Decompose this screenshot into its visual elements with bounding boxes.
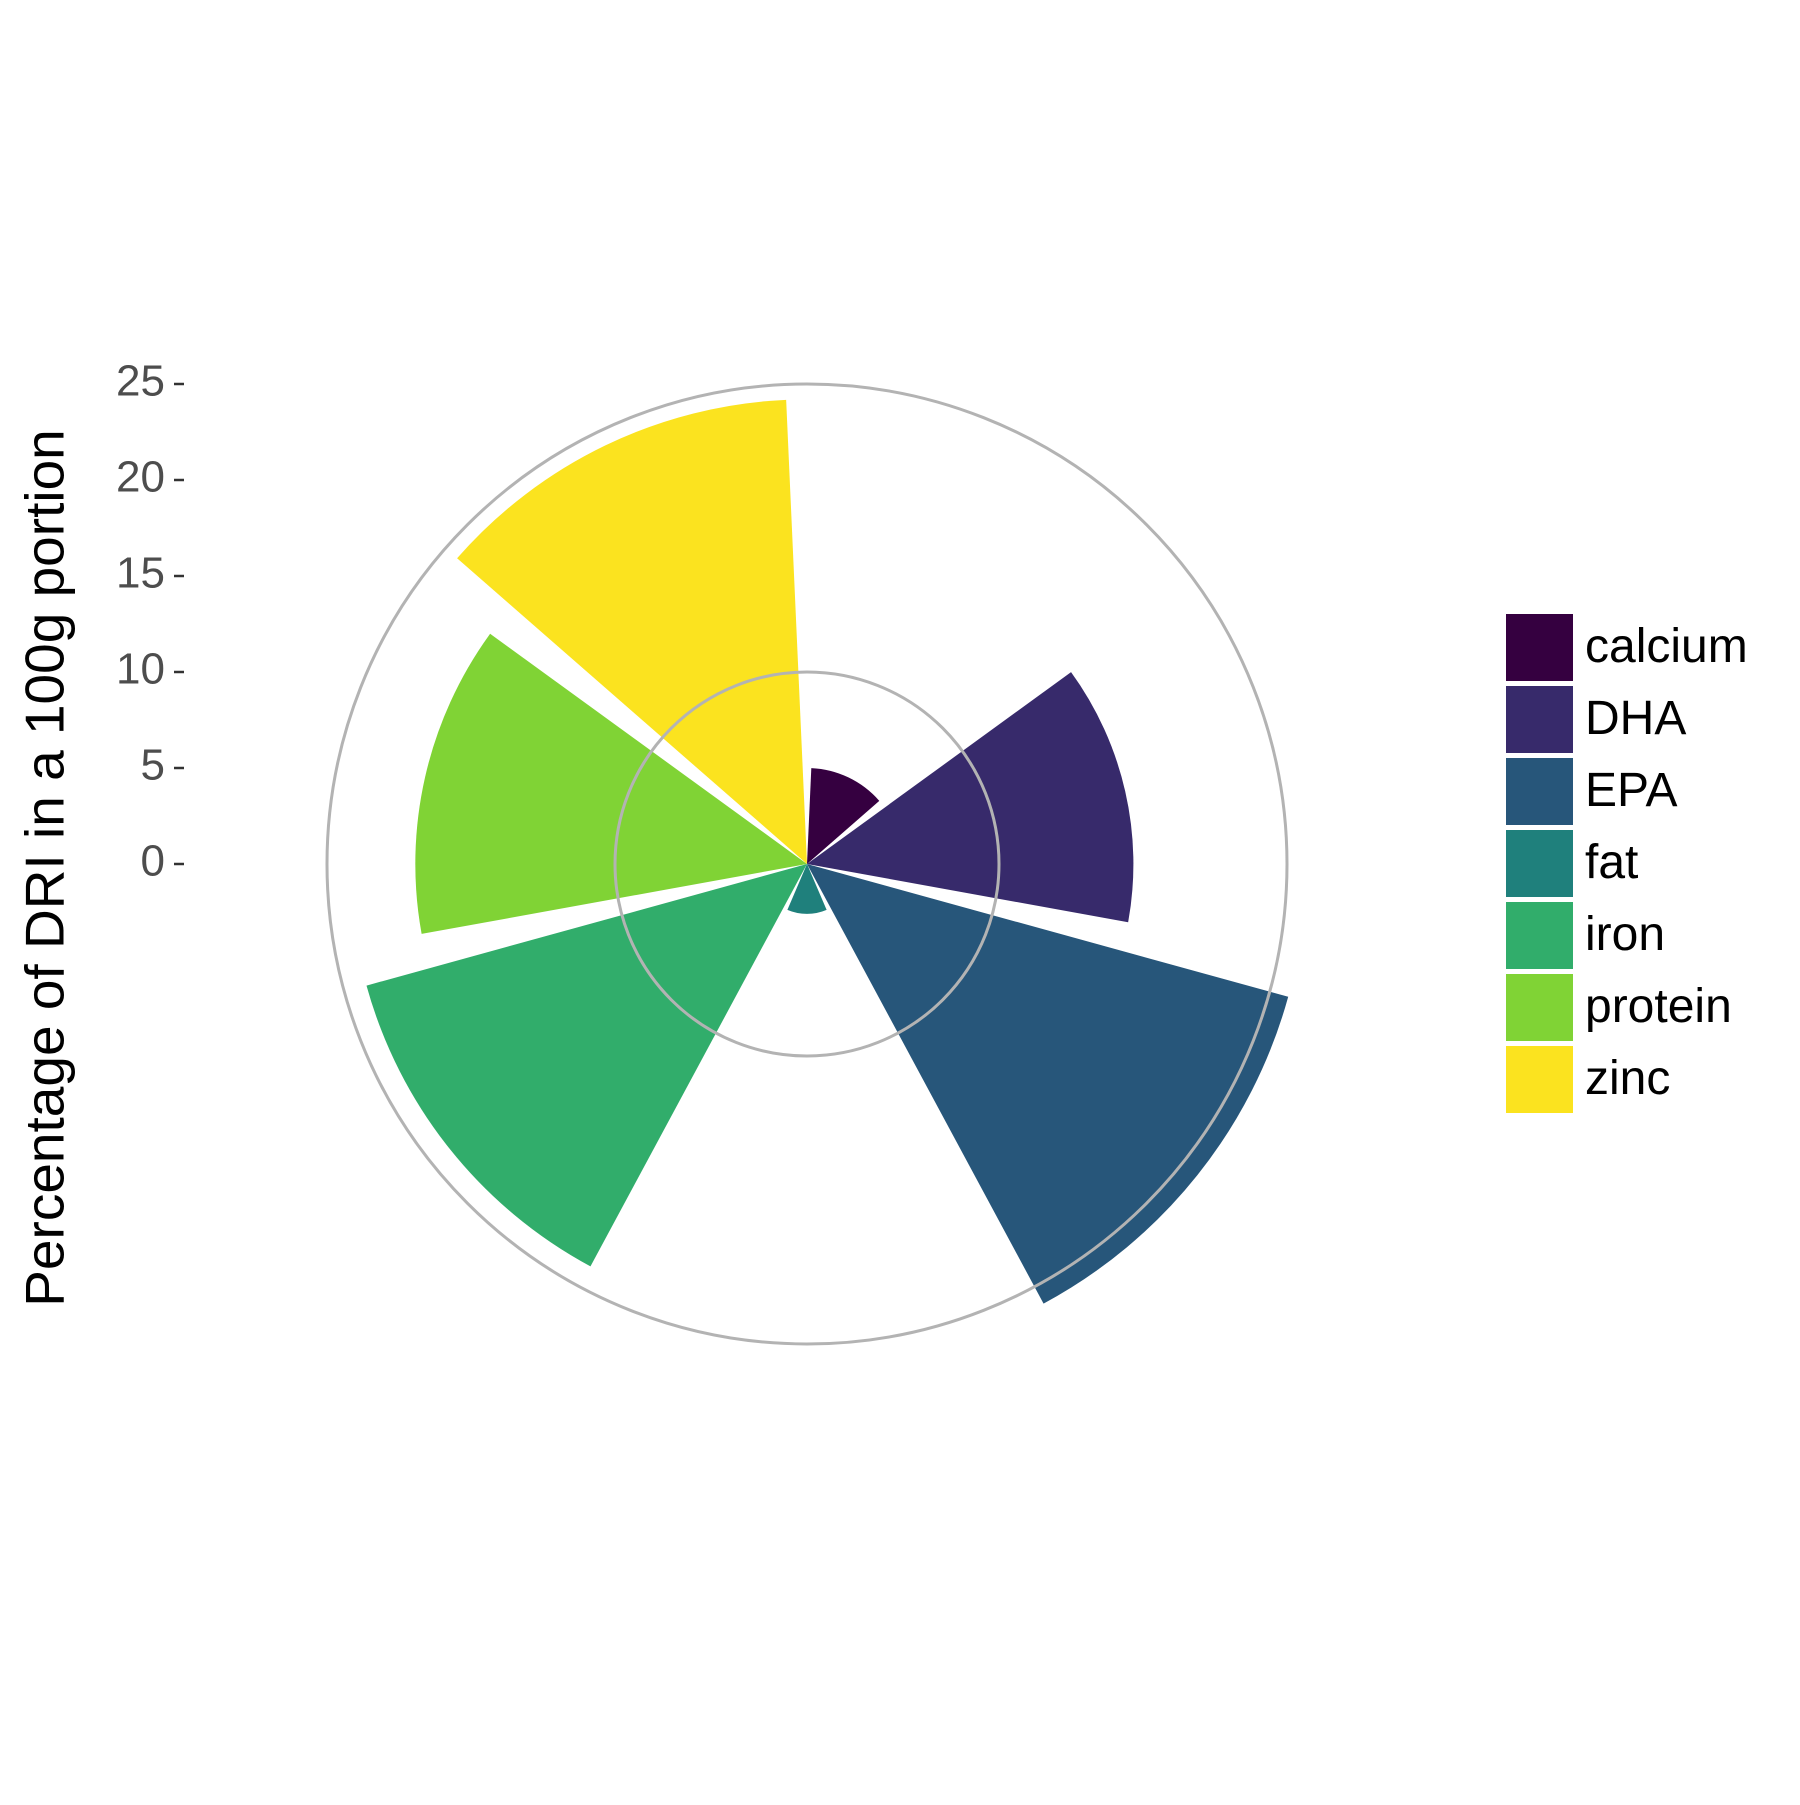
wedge	[457, 399, 807, 864]
legend-key	[1506, 614, 1573, 681]
legend-key	[1506, 758, 1573, 825]
legend-label: fat	[1585, 836, 1638, 889]
legend-label: DHA	[1585, 692, 1686, 745]
legend-label: protein	[1585, 980, 1732, 1033]
y-axis-label: Percentage of DRI in a 100g portion	[14, 429, 76, 1307]
wedge	[807, 672, 1134, 923]
y-tick-label: 25	[116, 357, 165, 406]
y-tick-label: 10	[116, 645, 165, 694]
y-tick-label: 15	[116, 549, 165, 598]
wedge	[415, 633, 807, 934]
grid-circle	[613, 670, 1001, 1058]
y-tick-label: 5	[141, 741, 165, 790]
legend-key	[1506, 974, 1573, 1041]
grid-circle	[325, 382, 1289, 1346]
wedge	[807, 768, 880, 864]
legend-label: EPA	[1585, 764, 1677, 817]
legend-label: calcium	[1585, 620, 1748, 673]
legend-label: iron	[1585, 908, 1665, 961]
legend-key	[1506, 902, 1573, 969]
legend-key	[1506, 830, 1573, 897]
wedge	[807, 864, 1289, 1304]
y-tick-label: 20	[116, 453, 165, 502]
legend-key	[1506, 1046, 1573, 1113]
legend-label: zinc	[1585, 1052, 1670, 1105]
wedge	[787, 864, 827, 914]
wedge	[366, 864, 807, 1267]
legend-key	[1506, 686, 1573, 753]
y-tick-label: 0	[141, 837, 165, 886]
